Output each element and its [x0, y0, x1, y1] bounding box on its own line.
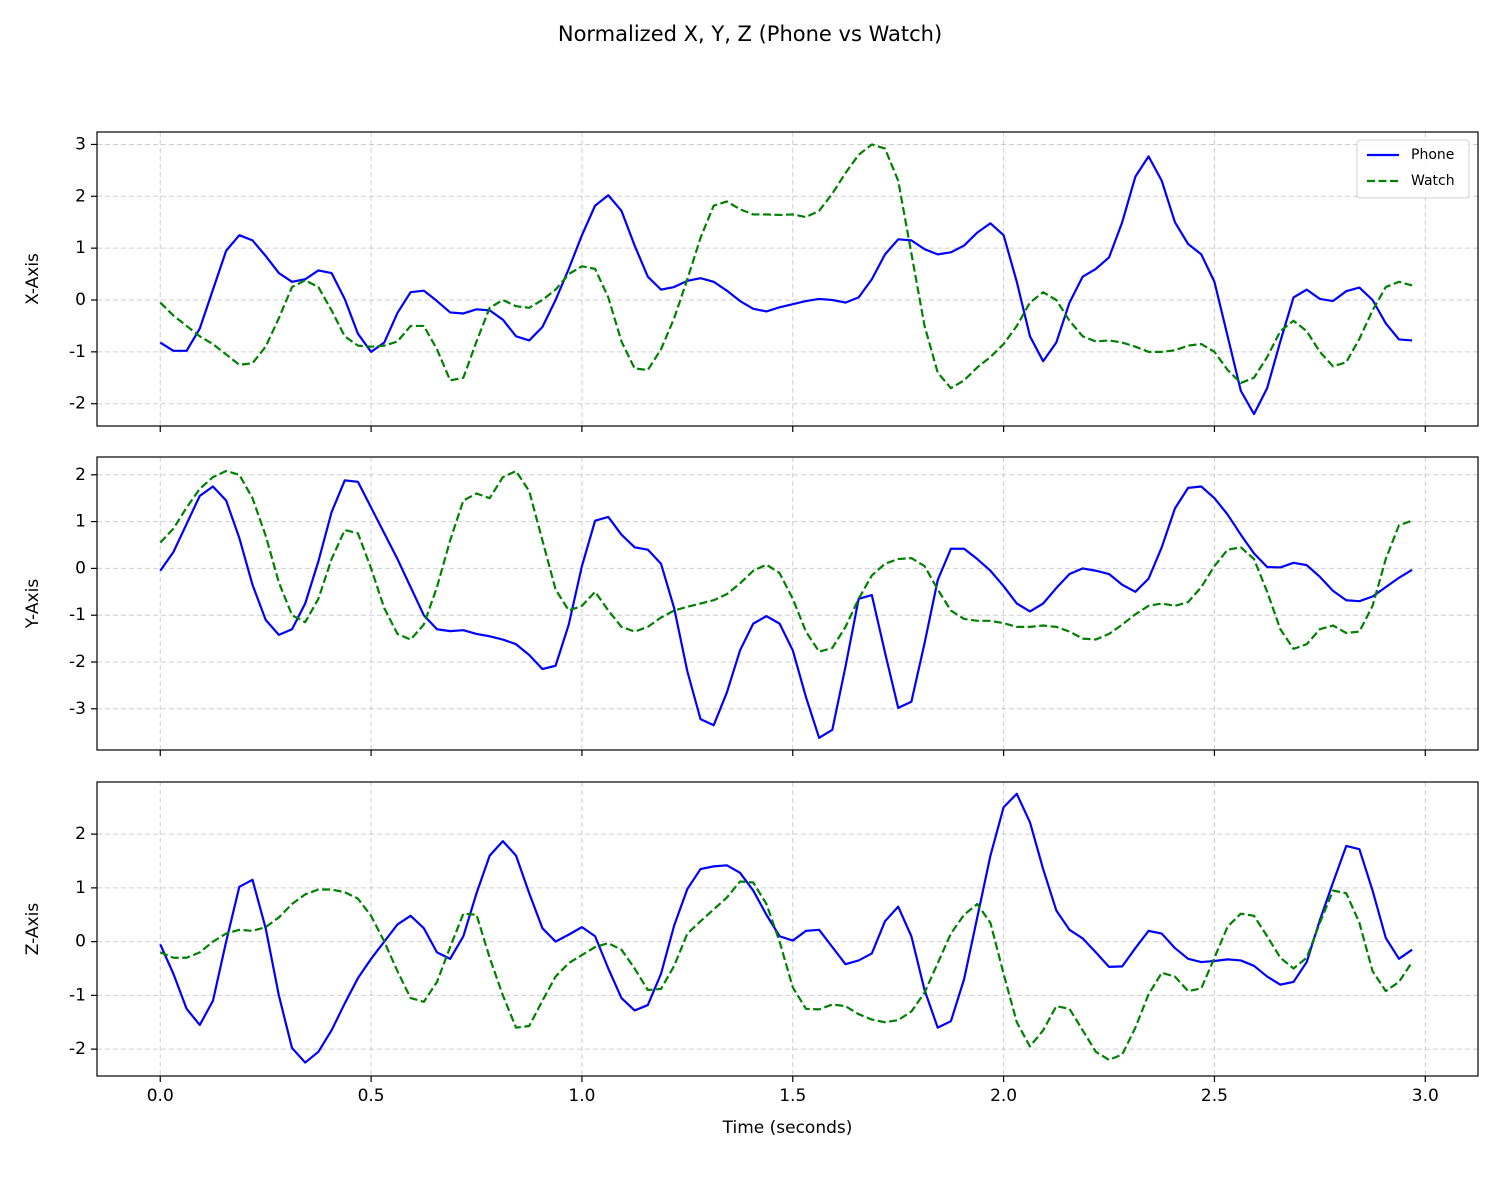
figure-title: Normalized X, Y, Z (Phone vs Watch) — [558, 22, 942, 46]
y-axis-label: Z-Axis — [23, 903, 43, 956]
y-tick-label: 2 — [75, 824, 86, 844]
y-tick-label: -1 — [69, 605, 86, 625]
y-tick-label: 1 — [75, 878, 86, 898]
y-tick-label: 1 — [75, 512, 86, 532]
y-tick-label: 3 — [75, 134, 86, 154]
x-tick-label: 1.0 — [568, 1086, 595, 1106]
series-line — [159, 143, 1413, 390]
legend-label: Watch — [1411, 173, 1455, 189]
x-tick-label: 3.0 — [1412, 1086, 1439, 1106]
legend: Phone Watch — [1356, 139, 1470, 199]
y-tick-label: -1 — [69, 985, 86, 1005]
y-tick-label: 0 — [75, 932, 86, 952]
series-line — [159, 792, 1413, 1064]
y-tick-label: 2 — [75, 465, 86, 485]
y-tick-label: 0 — [75, 558, 86, 578]
x-axis-label: Time (seconds) — [722, 1118, 853, 1138]
y-axis-label: Y-Axis — [23, 579, 43, 630]
y-tick-label: -2 — [69, 652, 86, 672]
x-tick-label: 0.0 — [147, 1086, 174, 1106]
series-line — [159, 469, 1413, 653]
axes-frame — [96, 456, 1479, 751]
axes-frame — [96, 131, 1479, 427]
y-tick-label: 2 — [75, 186, 86, 206]
y-tick-label: -3 — [69, 699, 86, 719]
series-line — [159, 155, 1413, 416]
series-line — [159, 479, 1413, 739]
y-tick-label: 1 — [75, 238, 86, 258]
x-tick-label: 2.0 — [990, 1086, 1017, 1106]
y-tick-label: -1 — [69, 342, 86, 362]
y-tick-label: -2 — [69, 1039, 86, 1059]
x-tick-label: 1.5 — [779, 1086, 806, 1106]
axes-frame — [96, 781, 1479, 1077]
x-tick-label: 0.5 — [358, 1086, 385, 1106]
legend-label: Phone — [1411, 147, 1454, 163]
y-axis-label: X-Axis — [23, 253, 43, 305]
y-tick-label: -2 — [69, 394, 86, 414]
y-tick-label: 0 — [75, 290, 86, 310]
series-line — [159, 880, 1414, 1061]
x-tick-label: 2.5 — [1201, 1086, 1228, 1106]
